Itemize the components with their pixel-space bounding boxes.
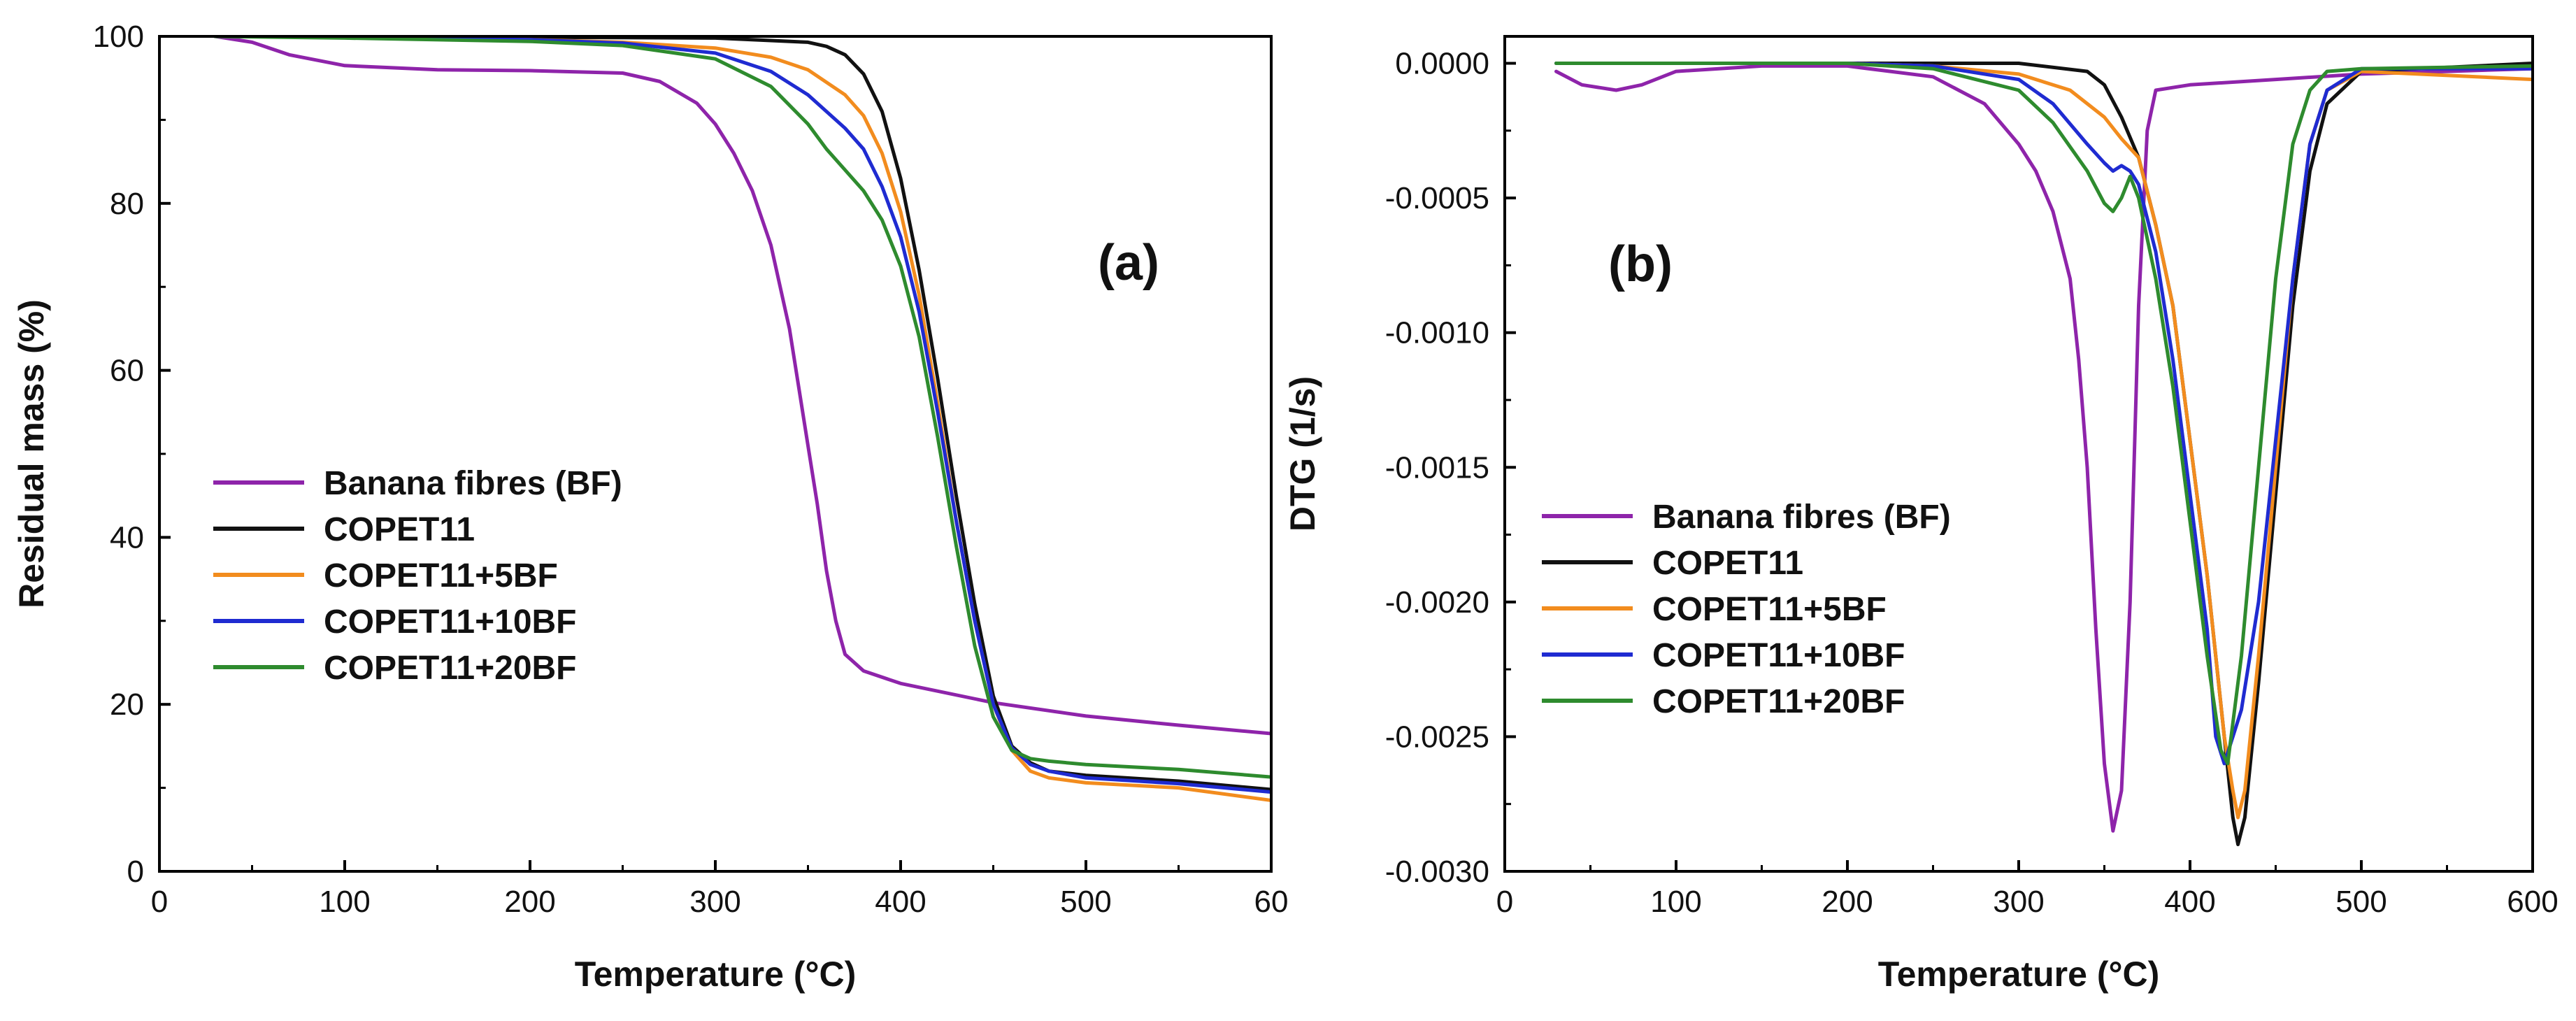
x-tick-label: 500 xyxy=(1060,885,1111,919)
y-tick-label: -0.0025 xyxy=(1385,720,1489,754)
series-line-2 xyxy=(1554,62,2533,846)
x-tick-label: 0 xyxy=(151,885,168,919)
plot-frame xyxy=(158,35,1273,873)
x-axis-title: Temperature (°C) xyxy=(1878,955,2159,994)
legend-label-4: COPET11+10BF xyxy=(324,604,577,641)
series-group xyxy=(213,36,1271,802)
y-tick-label: -0.0010 xyxy=(1385,316,1489,350)
y-tick-label: 20 xyxy=(110,687,144,722)
legend-label-4: COPET11+10BF xyxy=(1652,637,1905,674)
chart-panel-a: 0 100 200 300 400 500 60020406080100Temperatur… xyxy=(12,20,1288,994)
x-tick-label: 200 xyxy=(504,885,555,919)
y-tick-label: -0.0030 xyxy=(1385,855,1489,889)
x-tick-label: 100 xyxy=(319,885,370,919)
x-tick-label: 400 xyxy=(2164,885,2215,919)
legend-label-1: Banana fibres (BF) xyxy=(1652,499,1951,536)
y-tick-label: -0.0005 xyxy=(1385,181,1489,215)
plot-frame xyxy=(1503,35,2534,873)
legend-label-2: COPET11 xyxy=(324,511,475,548)
y-tick-label: 80 xyxy=(110,187,144,221)
x-tick-label: 0 xyxy=(1496,885,1513,919)
legend-label-5: COPET11+20BF xyxy=(1652,683,1905,720)
series-line-1 xyxy=(213,36,1271,736)
series-group xyxy=(1554,62,2533,846)
series-line-3 xyxy=(213,36,1271,802)
series-line-4 xyxy=(1554,62,2533,766)
y-tick-label: 0 xyxy=(127,855,144,889)
x-tick-label: 300 xyxy=(1993,885,2044,919)
y-tick-label: 60 xyxy=(110,354,144,388)
y-tick-label: 100 xyxy=(93,20,144,54)
legend-label-1: Banana fibres (BF) xyxy=(324,465,622,502)
legend-label-3: COPET11+5BF xyxy=(324,557,558,594)
y-tick-label: -0.0020 xyxy=(1385,585,1489,620)
y-axis-title: DTG (1/s) xyxy=(1283,376,1322,531)
legend: Banana fibres (BF) COPET11 COPET11+5BF COPE… xyxy=(213,465,622,687)
legend-label-3: COPET11+5BF xyxy=(1652,591,1887,628)
panel-label: (b) xyxy=(1608,236,1673,292)
y-tick-label: -0.0015 xyxy=(1385,450,1489,485)
x-tick-label: 200 xyxy=(1822,885,1873,919)
legend-label-2: COPET11 xyxy=(1652,545,1803,582)
panel-label: (a) xyxy=(1098,235,1159,291)
chart-panel-b: 0 100 200 300 400 500 600 0.0000 -0.0005 -0.0010 -… xyxy=(1283,35,2559,994)
y-tick-label: 0.0000 xyxy=(1395,47,1489,81)
series-line-5 xyxy=(213,36,1271,779)
legend-label-5: COPET11+20BF xyxy=(324,650,577,687)
legend: Banana fibres (BF) COPET11 COPET11+5BF COPE… xyxy=(1542,499,1951,720)
y-tick-label: 40 xyxy=(110,520,144,555)
x-tick-label: 500 xyxy=(2335,885,2387,919)
x-tick-label: 400 xyxy=(875,885,926,919)
series-line-4 xyxy=(213,36,1271,794)
series-line-5 xyxy=(1554,62,2533,766)
y-axis-title: Residual mass (%) xyxy=(12,299,51,608)
x-tick-label: 300 xyxy=(689,885,740,919)
x-tick-label: 100 xyxy=(1650,885,1701,919)
series-line-1 xyxy=(1554,64,2533,833)
x-axis-title: Temperature (°C) xyxy=(575,955,856,994)
x-tick-label: 60 xyxy=(1254,885,1289,919)
x-tick-label: 600 xyxy=(2507,885,2558,919)
